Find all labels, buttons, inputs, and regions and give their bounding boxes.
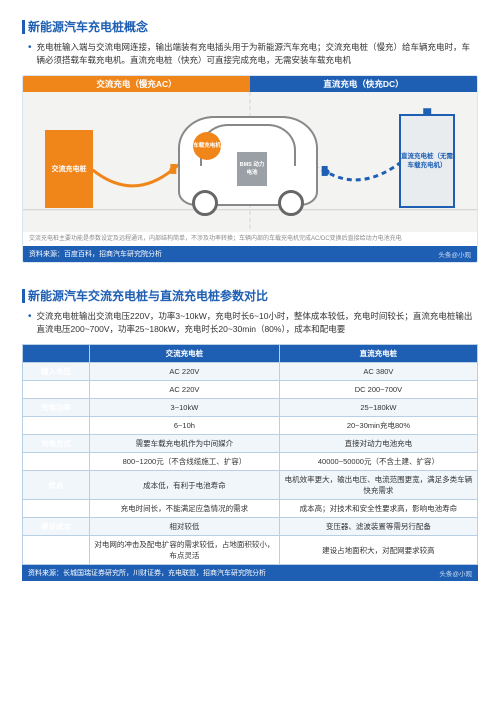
row-label: 成本 [23, 453, 90, 471]
cell-dc: AC 380V [279, 363, 477, 381]
obc-box: 车载充电机 [193, 132, 221, 160]
cell-ac: 3~10kW [90, 399, 280, 417]
table-row: 成本800~1200元（不含线缆施工、扩容）40000~50000元（不含土建、… [23, 453, 478, 471]
watermark: 头条@小观 [439, 568, 472, 578]
cell-ac: 800~1200元（不含线缆施工、扩容） [90, 453, 280, 471]
row-label: 建设成本 [23, 518, 90, 536]
ac-station: 交流充电桩 [45, 130, 93, 208]
bullet-dot-icon: • [28, 41, 32, 67]
section-title: 新能源汽车交流充电桩与直流充电桩参数对比 [28, 287, 268, 304]
charging-diagram: 交流充电（慢充AC） 直流充电（快充DC） [22, 75, 478, 263]
cell-dc: 电机效率更大，输出电压、电流范围更宽，满足多类车辆快充需求 [279, 471, 477, 500]
cell-ac: AC 220V [90, 381, 280, 399]
table-header-cell: 直流充电桩 [279, 345, 477, 363]
table-row: 缺点充电时间长，不能满足应急情况的需求成本高；对技术和安全性要求高，影响电池寿命 [23, 500, 478, 518]
table-row: 充电时间6~10h20~30min充电80% [23, 417, 478, 435]
comparison-table: 交流充电桩 直流充电桩 输入电压AC 220VAC 380V输出电压AC 220… [22, 344, 478, 565]
dc-header: 直流充电（快充DC） [250, 76, 477, 92]
table-row: 优点成本低，有利于电池寿命电机效率更大，输出电压、电流范围更宽，满足多类车辆快充… [23, 471, 478, 500]
cell-ac: 需要车载充电机作为中间媒介 [90, 435, 280, 453]
table-source-strip: 资料来源：长城国瑞证券研究所，川财证券，充电联盟，招商汽车研究院分析 头条@小观 [22, 565, 478, 581]
source-strip: 资料来源：百度百科，招商汽车研究院分析 头条@小观 [23, 246, 477, 262]
table-row: 建设成本相对较低变压器、滤波装置等需另行配备 [23, 518, 478, 536]
diagram-body: 交流充电桩 车载充电机 BMS 动力 电池 直流充电桩（无需车载充电机） [23, 92, 477, 232]
table-header-row: 交流充电桩 直流充电桩 [23, 345, 478, 363]
section-title: 新能源汽车充电桩概念 [28, 18, 148, 35]
cell-ac: 对电网的冲击及配电扩容的需求较低，占地面积较小，布点灵活 [90, 536, 280, 565]
table-row: 输出电压AC 220VDC 200~700V [23, 381, 478, 399]
cell-ac: AC 220V [90, 363, 280, 381]
source-text: 资料来源：百度百科，招商汽车研究院分析 [29, 249, 162, 259]
section-concept: 新能源汽车充电桩概念 • 充电桩输入端与交流电网连接，输出端装有充电插头用于为新… [22, 18, 478, 263]
dc-station-label: 直流充电桩（无需车载充电机） [401, 152, 453, 170]
bullet-block: • 充电桩输入端与交流电网连接，输出端装有充电插头用于为新能源汽车充电；交流充电… [28, 41, 478, 67]
cell-dc: 成本高；对技术和安全性要求高，影响电池寿命 [279, 500, 477, 518]
cell-dc: 40000~50000元（不含土建、扩容） [279, 453, 477, 471]
cell-ac: 充电时间长，不能满足应急情况的需求 [90, 500, 280, 518]
table-header-cell: 交流充电桩 [90, 345, 280, 363]
cell-dc: 直接对动力电池充电 [279, 435, 477, 453]
row-label: 输入电压 [23, 363, 90, 381]
row-label: 充电功率 [23, 399, 90, 417]
table-header-cell [23, 345, 90, 363]
cell-dc: 25~180kW [279, 399, 477, 417]
bullet-text: 交流充电桩输出交流电压220V，功率3~10kW，充电时长6~10小时，整体成本… [37, 310, 478, 336]
table-row: 输入电压AC 220VAC 380V [23, 363, 478, 381]
source-text: 资料来源：长城国瑞证券研究所，川财证券，充电联盟，招商汽车研究院分析 [28, 568, 266, 578]
row-label: 输出电压 [23, 381, 90, 399]
cell-ac: 成本低，有利于电池寿命 [90, 471, 280, 500]
cell-ac: 6~10h [90, 417, 280, 435]
dc-station: 直流充电桩（无需车载充电机） [399, 114, 455, 208]
cell-dc: 20~30min充电80% [279, 417, 477, 435]
cell-ac: 相对较低 [90, 518, 280, 536]
title-accent-bar [22, 289, 25, 303]
ac-header: 交流充电（慢充AC） [23, 76, 250, 92]
table-row: 充电功率3~10kW25~180kW [23, 399, 478, 417]
title-accent-bar [22, 20, 25, 34]
bullet-dot-icon: • [28, 310, 32, 336]
title-row: 新能源汽车交流充电桩与直流充电桩参数对比 [22, 287, 478, 304]
diagram-header: 交流充电（慢充AC） 直流充电（快充DC） [23, 76, 477, 92]
cell-dc: 变压器、滤波装置等需另行配备 [279, 518, 477, 536]
cell-dc: 建设占地面积大，对配网要求较高 [279, 536, 477, 565]
row-label: 充电时间 [23, 417, 90, 435]
watermark: 头条@小观 [438, 249, 471, 259]
row-label: 特征 [23, 536, 90, 565]
bullet-text: 充电桩输入端与交流电网连接，输出端装有充电插头用于为新能源汽车充电；交流充电桩（… [37, 41, 478, 67]
row-label: 优点 [23, 471, 90, 500]
row-label: 充电方式 [23, 435, 90, 453]
bms-box: BMS 动力 电池 [237, 152, 267, 186]
cell-dc: DC 200~700V [279, 381, 477, 399]
bullet-block: • 交流充电桩输出交流电压220V，功率3~10kW，充电时长6~10小时，整体… [28, 310, 478, 336]
section-comparison: 新能源汽车交流充电桩与直流充电桩参数对比 • 交流充电桩输出交流电压220V，功… [22, 287, 478, 581]
title-row: 新能源汽车充电桩概念 [22, 18, 478, 35]
diagram-note: 交流充电桩主要功能是参数设定及远程通讯，内部结构简单，不涉及功率转换；车辆内部的… [23, 232, 477, 246]
row-label: 缺点 [23, 500, 90, 518]
ac-station-label: 交流充电桩 [52, 164, 87, 174]
table-row: 特征对电网的冲击及配电扩容的需求较低，占地面积较小，布点灵活建设占地面积大，对配… [23, 536, 478, 565]
table-row: 充电方式需要车载充电机作为中间媒介直接对动力电池充电 [23, 435, 478, 453]
